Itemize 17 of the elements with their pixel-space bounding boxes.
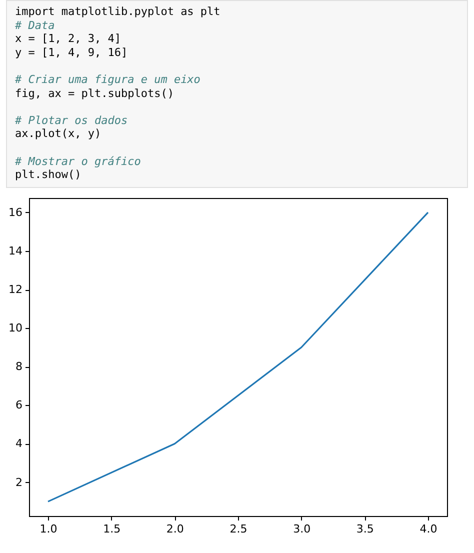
y-tick-label: 10	[8, 322, 22, 335]
x-tick-label: 3.5	[356, 522, 374, 536]
x-tick-label: 2.5	[230, 522, 248, 536]
y-tick-label: 12	[8, 283, 22, 296]
y-tick-label: 8	[16, 360, 22, 374]
text: import matplotlib.pyplot as plt # Data x = [1, 2, 3, 4] y = [1, 4, 9, 16] # Criar uma figura e um eixo fig, ax = plt.subplots() # Plotar os dados ax.plot(x, y) # Mostrar o gráfico plt.show()	[15, 5, 220, 182]
x-tick-label: 1.0	[40, 522, 58, 536]
x-tick-label: 1.5	[103, 522, 121, 536]
y-tick-label: 6	[16, 398, 22, 412]
y-tick-label: 16	[8, 206, 22, 219]
y-tick-label: 4	[16, 437, 22, 450]
y-tick-label: 14	[8, 244, 22, 258]
x-tick-label: 2.0	[166, 522, 184, 536]
x-tick-label: 4.0	[420, 522, 438, 536]
line-series	[47, 212, 429, 502]
x-tick-label: 3.0	[293, 522, 311, 536]
y-tick-label: 2	[16, 476, 22, 489]
